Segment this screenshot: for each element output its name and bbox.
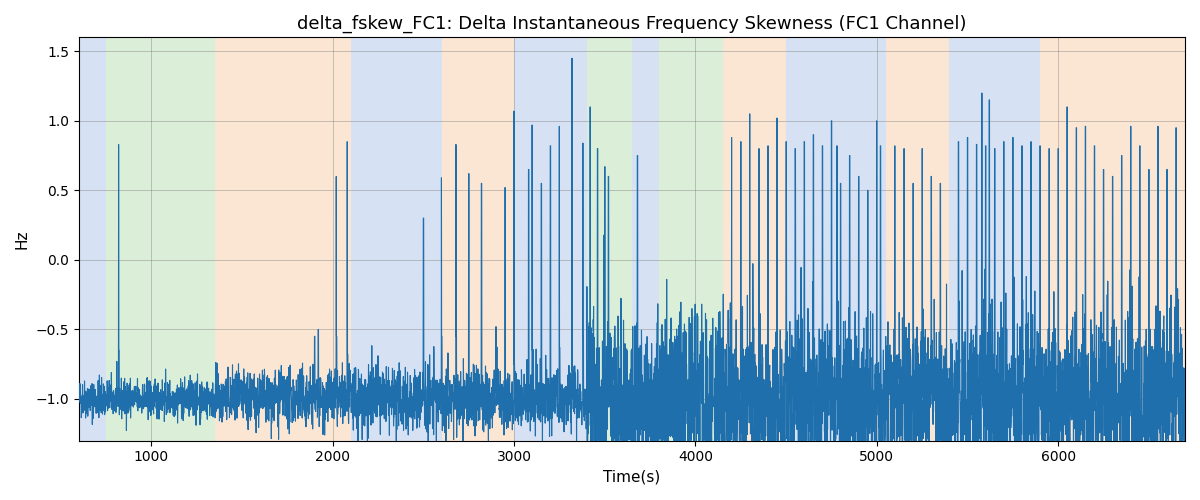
Bar bbox=[442, 38, 514, 440]
Bar bbox=[949, 38, 1040, 440]
Bar bbox=[786, 38, 886, 440]
Bar bbox=[350, 38, 442, 440]
Bar bbox=[106, 38, 215, 440]
Bar bbox=[659, 38, 722, 440]
Bar bbox=[1040, 38, 1186, 440]
X-axis label: Time(s): Time(s) bbox=[604, 470, 660, 485]
Title: delta_fskew_FC1: Delta Instantaneous Frequency Skewness (FC1 Channel): delta_fskew_FC1: Delta Instantaneous Fre… bbox=[298, 15, 967, 34]
Bar bbox=[632, 38, 659, 440]
Y-axis label: Hz: Hz bbox=[14, 230, 30, 249]
Bar bbox=[587, 38, 632, 440]
Bar bbox=[886, 38, 949, 440]
Bar bbox=[514, 38, 587, 440]
Bar bbox=[215, 38, 350, 440]
Bar bbox=[79, 38, 106, 440]
Bar bbox=[722, 38, 786, 440]
